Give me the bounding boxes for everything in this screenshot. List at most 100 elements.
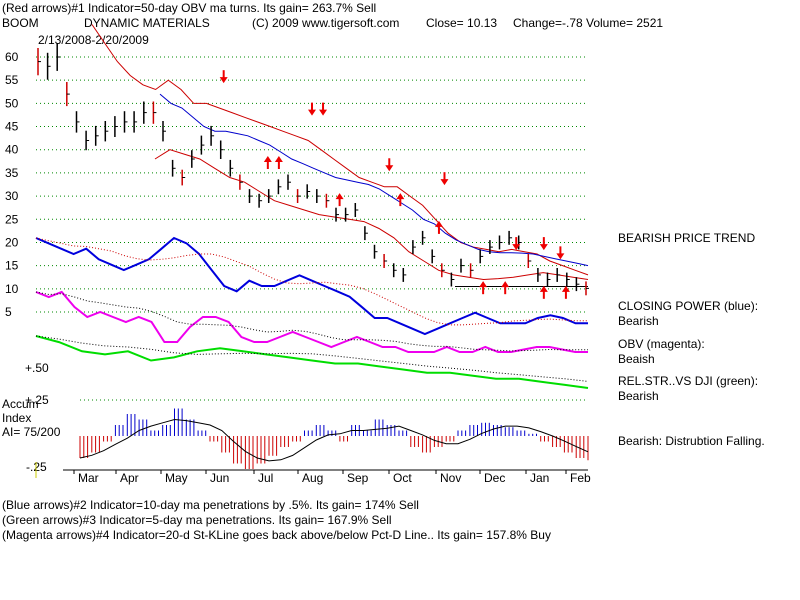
x-tick-label: Jul [258, 471, 273, 485]
copyright-note: (C) 2009 www.tigersoft.com [252, 16, 400, 30]
buy-arrow [434, 220, 443, 234]
closing-power-status: Bearish [618, 314, 659, 328]
x-tick-label: Apr [120, 471, 139, 485]
arrow-head [335, 193, 344, 200]
relstr-status: Bearish [618, 389, 659, 403]
y-tick-label: 60 [5, 50, 19, 64]
y-tick-label: 10 [5, 282, 19, 296]
arrow-head [396, 193, 405, 200]
relstr-ma-line [35, 335, 589, 382]
x-tick-label: Aug [302, 471, 323, 485]
trend-label: BEARISH PRICE TREND [618, 231, 756, 245]
arrow-head [263, 156, 272, 162]
ticker-symbol: BOOM [2, 16, 39, 30]
y-tick-label: 40 [5, 143, 19, 157]
buy-arrow [539, 285, 548, 299]
sell-arrow [308, 102, 316, 116]
accum-title: Accum [2, 397, 39, 411]
indicator-2-note: (Blue arrows)#2 Indicator=10-day ma pene… [2, 498, 419, 512]
buy-arrow [263, 156, 272, 169]
buy-arrow [396, 193, 405, 207]
close-value: Close= 10.13 [426, 16, 498, 30]
change-value: Change=-.78 [513, 16, 583, 30]
accum-tick-label: -.25 [26, 460, 47, 474]
axis-layer: 60 55 50 45 40 35 30 25 20 15 10 5 +.50 +.25 -.25 Mar Ap… [5, 50, 591, 485]
upper-band-line [91, 24, 589, 276]
accum-layer [79, 408, 589, 469]
grid-layer [36, 56, 588, 401]
sell-arrow [440, 172, 449, 186]
relstr-line [35, 335, 589, 389]
x-tick-label: Sep [347, 471, 369, 485]
y-tick-label: 20 [5, 235, 19, 249]
buy-arrow [274, 156, 283, 169]
obv-ma-line [35, 291, 588, 352]
arrow-head [385, 165, 394, 172]
arrow-head [479, 281, 488, 288]
arrow-head [561, 285, 570, 292]
arrow-head [539, 285, 548, 292]
relstr-label: REL.STR..VS DJI (green): [618, 374, 759, 388]
obv-status: Beaish [618, 352, 655, 366]
ma-line [159, 93, 589, 267]
accum-subtitle: Index [2, 411, 32, 425]
arrow-head [274, 156, 283, 162]
lower-band-line [154, 149, 589, 281]
x-tick-label: May [165, 471, 188, 485]
sell-arrow [385, 158, 394, 172]
accum-ma-line [79, 418, 589, 462]
arrow-head [512, 244, 521, 251]
y-tick-label: 35 [5, 166, 19, 180]
closing-power-ma-line [35, 237, 588, 326]
sell-arrow [512, 237, 521, 251]
arrows-layer [219, 70, 570, 299]
arrow-head [319, 109, 328, 116]
buy-arrow [561, 285, 570, 299]
y-tick-label: 45 [5, 120, 19, 134]
sell-arrow [539, 237, 548, 251]
indicator-4-note: (Magenta arrows)#4 Indicator=20-d St-KLi… [2, 528, 551, 542]
y-tick-label: 30 [5, 189, 19, 203]
y-tick-label: 15 [5, 259, 19, 273]
x-tick-label: Dec [484, 471, 505, 485]
indicator-1-note: (Red arrows)#1 Indicator=50-day OBV ma t… [2, 1, 377, 15]
accum-tick-label: +.25 [25, 393, 49, 407]
date-range: 2/13/2008-2/20/2009 [38, 33, 149, 47]
arrow-head [556, 253, 565, 260]
buy-arrow [501, 281, 510, 295]
closing-power-label: CLOSING POWER (blue): [618, 299, 759, 313]
x-tick-label: Jan [530, 471, 549, 485]
arrow-head [308, 109, 316, 116]
arrow-head [219, 77, 228, 84]
sell-arrow [319, 102, 328, 116]
arrow-head [539, 244, 548, 251]
sell-arrow [556, 246, 565, 260]
x-tick-label: Jun [210, 471, 229, 485]
y-tick-label: 5 [5, 305, 12, 319]
arrow-head [440, 179, 449, 186]
obv-label: OBV (magenta): [618, 337, 705, 351]
x-tick-label: Oct [393, 471, 412, 485]
accum-ai-value: AI= 75/200 [2, 425, 61, 439]
buy-arrow [335, 193, 344, 207]
x-tick-label: Mar [78, 471, 99, 485]
arrow-head [434, 220, 443, 227]
y-tick-label: 25 [5, 212, 19, 226]
accum-status: Bearish: Distrubtion Falling. [618, 434, 765, 448]
company-name: DYNAMIC MATERIALS [84, 16, 210, 30]
sell-arrow [219, 70, 228, 84]
closing-power-line [35, 236, 588, 336]
obv-line [35, 290, 588, 353]
lines-layer [35, 24, 589, 389]
accum-tick-label: +.50 [25, 361, 49, 375]
price-bars-layer [37, 43, 589, 296]
y-tick-label: 55 [5, 73, 19, 87]
indicator-3-note: (Green arrows)#3 Indicator=5-day ma pene… [2, 513, 392, 527]
arrow-head [501, 281, 510, 288]
buy-arrow [479, 281, 488, 295]
volume-value: Volume= 2521 [586, 16, 664, 30]
x-tick-label: Nov [440, 471, 461, 485]
y-tick-label: 50 [5, 96, 19, 110]
x-tick-label: Feb [570, 471, 591, 485]
